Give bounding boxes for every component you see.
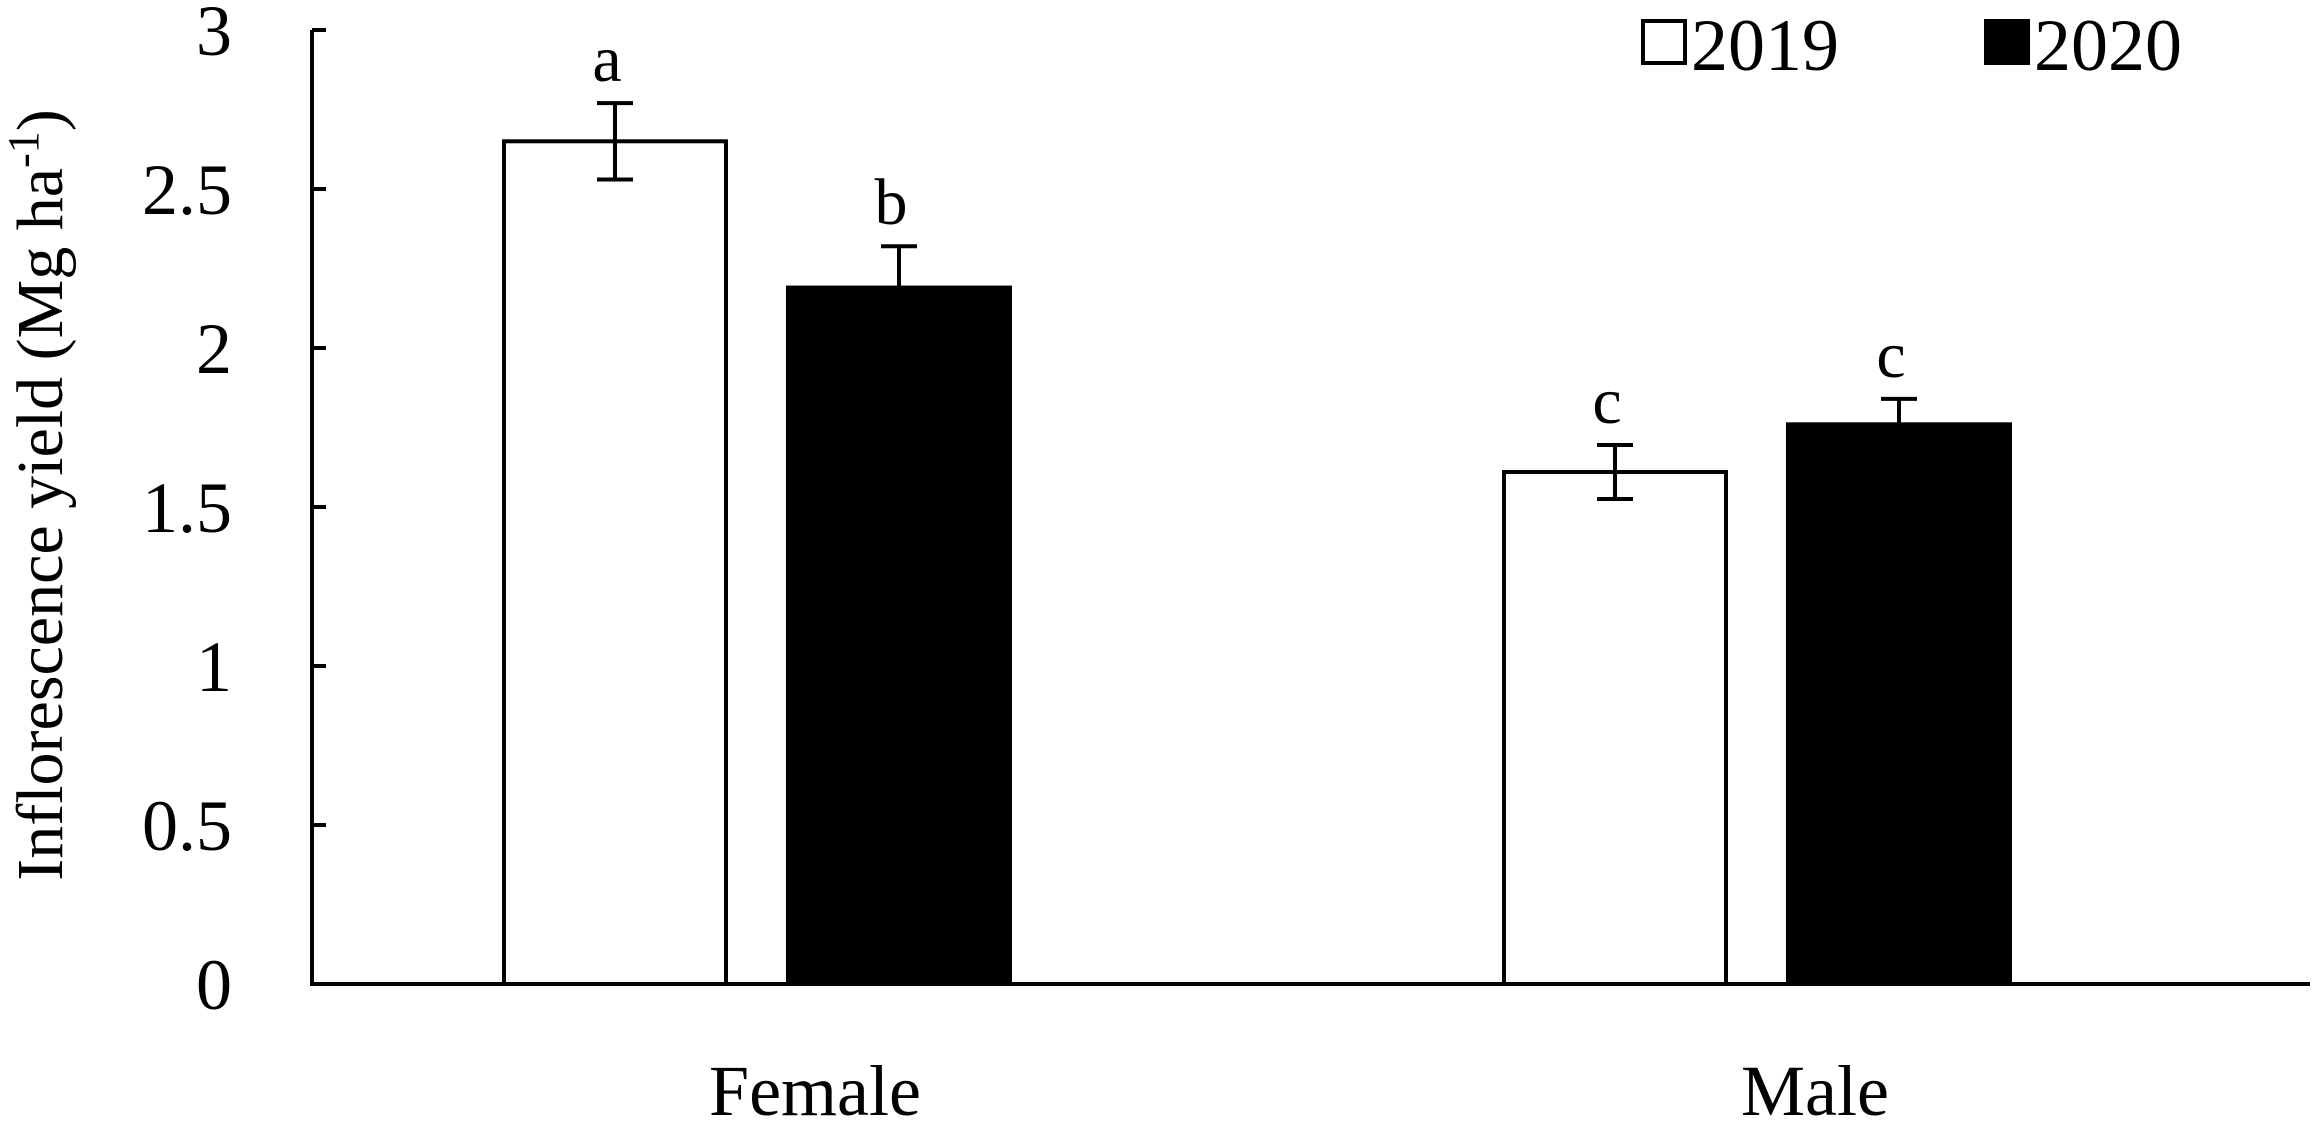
error-bar-2019-female [597, 101, 633, 182]
y-axis-title: Inflorescence yield (Mg ha-1) [0, 109, 77, 881]
bar-2020-female [786, 285, 1012, 986]
error-bar-2020-female [881, 244, 917, 329]
legend-label: 2019 [1691, 5, 1839, 87]
y-tick-label: 2 [196, 309, 232, 389]
bar-2020-male [1786, 422, 2012, 986]
axes [310, 30, 2310, 986]
error-bars-layer [597, 101, 1917, 502]
error-bar-2020-male [1881, 396, 1917, 450]
legend-swatch [1641, 19, 1687, 65]
significance-label: a [592, 23, 621, 96]
error-bar-2019-male [1597, 442, 1633, 502]
bar-2019-female [502, 139, 728, 987]
y-tick-label: 1.5 [142, 468, 232, 548]
legend-label: 2020 [2034, 5, 2182, 87]
y-tick-label: 0 [196, 945, 232, 1025]
svg-text:Inflorescence yield (Mg ha-1): Inflorescence yield (Mg ha-1) [0, 109, 77, 881]
bars-layer [502, 139, 2012, 987]
x-axis-categories: Female Male [709, 1051, 1889, 1131]
y-axis-title-superscript: -1 [0, 131, 48, 168]
legend-item-2020: 2020 [1984, 5, 2182, 87]
y-tick-label: 2.5 [142, 150, 232, 230]
significance-label: c [1876, 319, 1905, 392]
y-tick-label: 0.5 [142, 786, 232, 866]
y-axis-title-suffix: ) [4, 109, 77, 131]
y-axis-ticks: 0 0.5 1 1.5 2 2.5 3 [142, 0, 326, 1025]
significance-labels-layer: a c b c [592, 23, 1905, 438]
y-tick-label: 3 [196, 0, 232, 71]
legend-swatch [1984, 19, 2030, 65]
significance-label: c [1592, 365, 1621, 438]
legend: 2019 2020 [1641, 5, 2182, 87]
bar-2019-male [1502, 470, 1728, 986]
significance-label: b [875, 166, 908, 239]
legend-item-2019: 2019 [1641, 5, 1839, 87]
y-axis-title-main: Inflorescence yield (Mg ha [4, 168, 77, 881]
x-category-label: Male [1741, 1051, 1889, 1131]
x-category-label: Female [709, 1051, 921, 1131]
y-tick-label: 1 [196, 627, 232, 707]
